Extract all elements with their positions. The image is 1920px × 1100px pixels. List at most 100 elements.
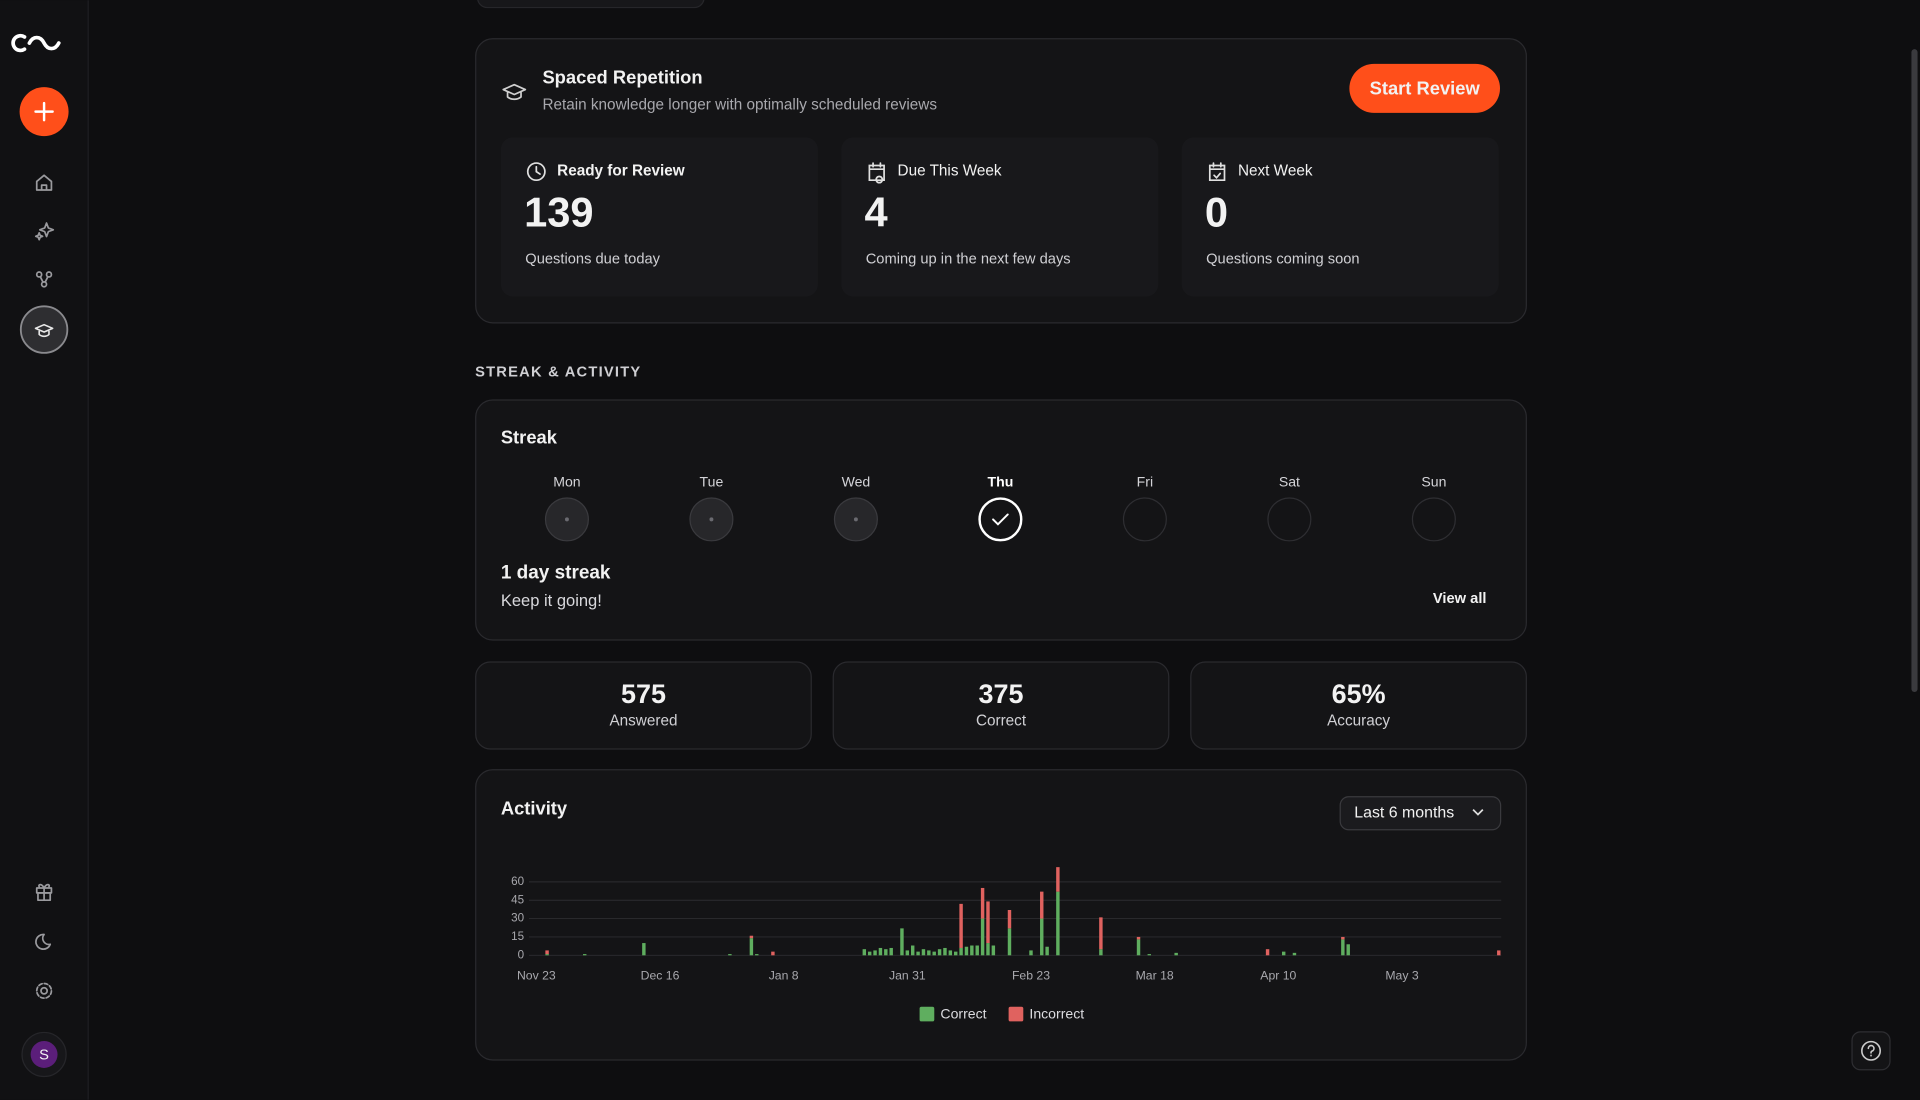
logo[interactable]	[11, 33, 61, 53]
bar	[921, 949, 926, 956]
streak-title: Streak	[501, 426, 558, 447]
day-label: Thu	[988, 473, 1014, 489]
review-nav-active[interactable]	[19, 305, 69, 354]
bar	[1292, 952, 1297, 956]
top-tabs	[477, 0, 705, 9]
legend-label: Correct	[940, 1005, 986, 1021]
x-tick-label: Apr 10	[1260, 968, 1296, 982]
day-check	[992, 513, 1009, 526]
stat-value: 65%	[1332, 679, 1386, 709]
panel-icon	[526, 162, 546, 182]
start-review-label: Start Review	[1370, 77, 1481, 98]
bar	[900, 928, 904, 956]
avatar-initial: S	[39, 1048, 49, 1064]
bar	[862, 949, 867, 956]
bar	[1346, 944, 1350, 956]
view-all-link[interactable]: View all	[1433, 591, 1487, 607]
bar	[948, 950, 953, 956]
bar	[943, 947, 947, 956]
x-tick-label: Jan 8	[769, 968, 799, 982]
avatar[interactable]	[30, 1041, 58, 1068]
bar	[1056, 891, 1060, 956]
home-icon[interactable]	[35, 174, 53, 191]
scrollbar-thumb	[1911, 49, 1918, 693]
bar	[954, 951, 958, 956]
bar	[1056, 867, 1060, 892]
section-title: STREAK & ACTIVITY	[475, 364, 641, 380]
bar	[937, 949, 942, 956]
activity-title: Activity	[501, 797, 568, 818]
bar	[1029, 950, 1033, 956]
start-review-button[interactable]	[1349, 63, 1500, 113]
bar	[980, 918, 985, 956]
day-label: Mon	[553, 473, 580, 489]
graph-icon[interactable]	[35, 271, 53, 288]
legend-swatch	[1008, 1006, 1024, 1022]
bar	[1040, 918, 1044, 956]
x-tick-label: Mar 18	[1136, 968, 1174, 982]
stat-card	[1190, 661, 1527, 750]
bar	[1007, 910, 1012, 929]
panel-label: Next Week	[1238, 163, 1313, 180]
bar	[889, 947, 893, 956]
bar	[959, 903, 963, 948]
bar	[1281, 951, 1286, 956]
bar	[771, 951, 775, 956]
bar	[1136, 936, 1141, 940]
sparkle-icon[interactable]	[34, 222, 55, 241]
bar	[545, 950, 549, 955]
bar	[1497, 950, 1501, 956]
bar	[642, 943, 646, 956]
bar	[970, 945, 974, 956]
bar	[927, 950, 931, 956]
review-icon	[502, 83, 527, 101]
bar	[1174, 952, 1178, 956]
stat-value: 575	[621, 679, 666, 709]
day-circle	[1411, 497, 1456, 542]
help-mark	[1867, 1044, 1875, 1057]
day-label: Tue	[700, 473, 724, 489]
review-panel	[841, 137, 1159, 297]
x-tick-label: Feb 23	[1012, 968, 1050, 982]
activity-card	[475, 769, 1527, 1061]
panel-caption: Questions coming soon	[1206, 252, 1360, 268]
x-tick-label: Jan 31	[889, 968, 926, 982]
day-label: Wed	[842, 473, 871, 489]
range-dropdown[interactable]	[1339, 796, 1502, 831]
y-tick-label: 45	[511, 893, 524, 906]
bar	[884, 949, 888, 956]
panel-value: 4	[864, 189, 887, 236]
legend-label: Incorrect	[1029, 1005, 1084, 1021]
day-label: Sat	[1279, 473, 1300, 489]
bar	[749, 938, 754, 956]
bar	[867, 951, 872, 956]
bar	[1040, 891, 1044, 919]
activity-chart: 0 15 30 45 60 Nov 23 Dec 16 Jan 8 Jan 31 Feb 23 Ma…	[511, 867, 1502, 1022]
help-icon	[1861, 1040, 1881, 1061]
bar	[905, 950, 910, 956]
y-tick-label: 0	[518, 948, 525, 961]
bar	[916, 951, 920, 956]
panel-caption: Coming up in the next few days	[866, 252, 1071, 268]
panel-value: 0	[1205, 189, 1228, 236]
bar	[910, 945, 915, 956]
y-tick-label: 60	[511, 875, 524, 888]
bar	[873, 950, 877, 956]
bar	[1341, 939, 1345, 956]
bar	[1045, 946, 1049, 956]
settings-icon[interactable]	[35, 982, 53, 1000]
bar	[749, 935, 754, 939]
day-circle	[1122, 497, 1167, 542]
gift-icon[interactable]	[35, 883, 53, 902]
y-tick-label: 30	[511, 912, 524, 925]
legend-swatch	[919, 1006, 935, 1022]
bar	[1265, 949, 1270, 956]
theme-icon[interactable]	[35, 933, 52, 950]
panel-value: 139	[524, 189, 593, 236]
day-label: Sun	[1421, 473, 1446, 489]
panel-icon	[868, 162, 885, 184]
day-dot	[564, 517, 569, 522]
stat-card	[475, 661, 812, 750]
